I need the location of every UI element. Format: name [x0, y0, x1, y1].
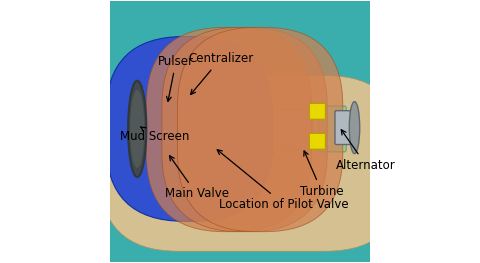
FancyBboxPatch shape [310, 133, 325, 149]
FancyBboxPatch shape [45, 0, 430, 152]
FancyBboxPatch shape [146, 27, 312, 232]
FancyBboxPatch shape [139, 153, 156, 159]
Ellipse shape [156, 108, 179, 150]
FancyBboxPatch shape [139, 128, 156, 134]
FancyBboxPatch shape [139, 103, 156, 109]
FancyBboxPatch shape [139, 136, 156, 142]
FancyBboxPatch shape [134, 93, 176, 165]
FancyBboxPatch shape [45, 103, 430, 263]
FancyBboxPatch shape [106, 37, 273, 221]
Ellipse shape [147, 124, 154, 134]
FancyBboxPatch shape [120, 64, 355, 90]
Text: Alternator: Alternator [336, 130, 396, 172]
FancyBboxPatch shape [335, 111, 356, 144]
Text: Turbine: Turbine [300, 151, 344, 198]
Text: Mud Screen: Mud Screen [120, 127, 190, 143]
FancyBboxPatch shape [99, 75, 404, 251]
Text: Main Valve: Main Valve [165, 156, 228, 200]
Text: Centralizer: Centralizer [188, 52, 253, 94]
Ellipse shape [170, 93, 177, 165]
FancyBboxPatch shape [172, 109, 198, 148]
FancyBboxPatch shape [212, 103, 273, 156]
FancyBboxPatch shape [153, 119, 174, 139]
FancyBboxPatch shape [139, 112, 156, 117]
FancyBboxPatch shape [319, 106, 346, 152]
FancyBboxPatch shape [310, 103, 325, 119]
Ellipse shape [128, 81, 146, 177]
Ellipse shape [130, 90, 144, 168]
Ellipse shape [349, 102, 360, 154]
FancyBboxPatch shape [127, 83, 343, 174]
FancyBboxPatch shape [139, 145, 156, 150]
FancyBboxPatch shape [178, 27, 343, 232]
Text: Pulser: Pulser [158, 55, 194, 101]
FancyBboxPatch shape [120, 165, 355, 191]
FancyBboxPatch shape [162, 27, 327, 232]
FancyBboxPatch shape [186, 98, 224, 160]
FancyBboxPatch shape [139, 120, 156, 126]
Text: Location of Pilot Valve: Location of Pilot Valve [217, 150, 349, 211]
FancyBboxPatch shape [252, 109, 312, 150]
